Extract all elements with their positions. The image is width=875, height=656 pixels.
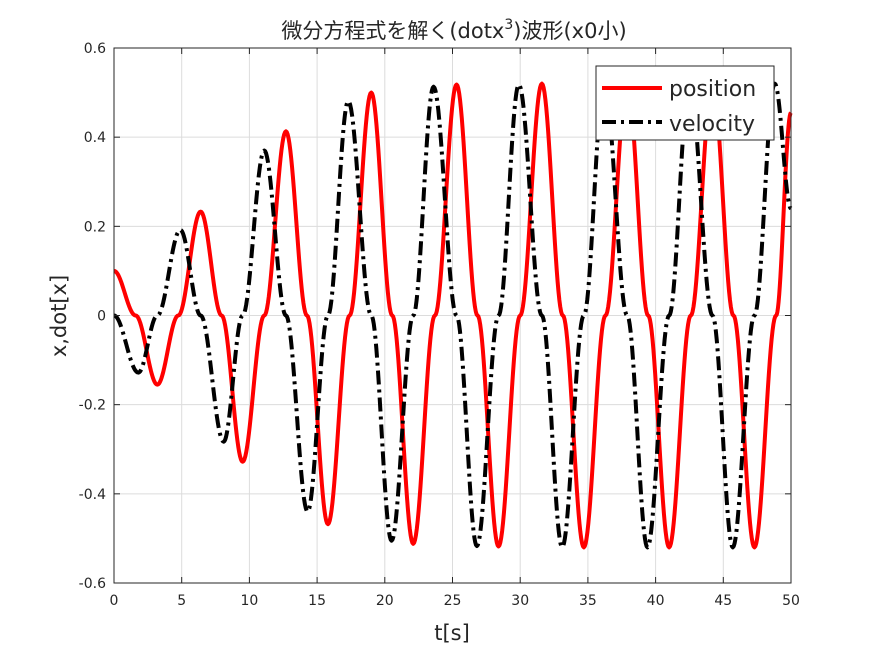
chart-title-tail: )波形(x0小) — [513, 19, 626, 43]
x-tick-label: 0 — [110, 593, 119, 609]
y-tick-label: 0.4 — [84, 130, 106, 146]
x-tick-label: 5 — [177, 593, 186, 609]
chart-title-main: 微分方程式を解く(dotx — [281, 19, 504, 43]
x-tick-label: 20 — [376, 593, 394, 609]
legend-box — [595, 65, 775, 141]
y-tick-label: -0.4 — [79, 487, 106, 503]
x-tick-label: 45 — [714, 593, 732, 609]
y-axis-label: x,dot[x] — [47, 275, 71, 357]
legend-label-velocity: velocity — [669, 112, 755, 137]
x-tick-label: 10 — [240, 593, 258, 609]
axis-ticks: 0 5 10 15 20 25 30 35 40 45 50 -0.6 -0.4 -0.2 0 0.2 0.4 0… — [79, 41, 800, 609]
x-tick-label: 15 — [308, 593, 326, 609]
y-tick-label: 0.6 — [84, 41, 106, 57]
x-axis-label: t[s] — [434, 621, 470, 645]
x-tick-label: 25 — [444, 593, 462, 609]
x-tick-label: 50 — [782, 593, 800, 609]
chart-title-superscript: 3 — [504, 17, 513, 33]
x-tick-label: 35 — [579, 593, 597, 609]
chart-title: 微分方程式を解く(dotx3)波形(x0小) — [281, 17, 626, 43]
y-tick-label: 0.2 — [84, 219, 106, 235]
x-tick-label: 30 — [511, 593, 529, 609]
y-tick-label: -0.6 — [79, 576, 106, 592]
series-line-position — [112, 81, 793, 550]
legend-label-position: position — [669, 77, 756, 102]
series-layer — [112, 81, 793, 550]
x-tick-label: 40 — [647, 593, 665, 609]
legend: position velocity — [595, 65, 775, 141]
y-tick-label: 0 — [97, 309, 106, 325]
y-tick-label: -0.2 — [79, 398, 106, 414]
series-line-velocity — [113, 81, 793, 550]
